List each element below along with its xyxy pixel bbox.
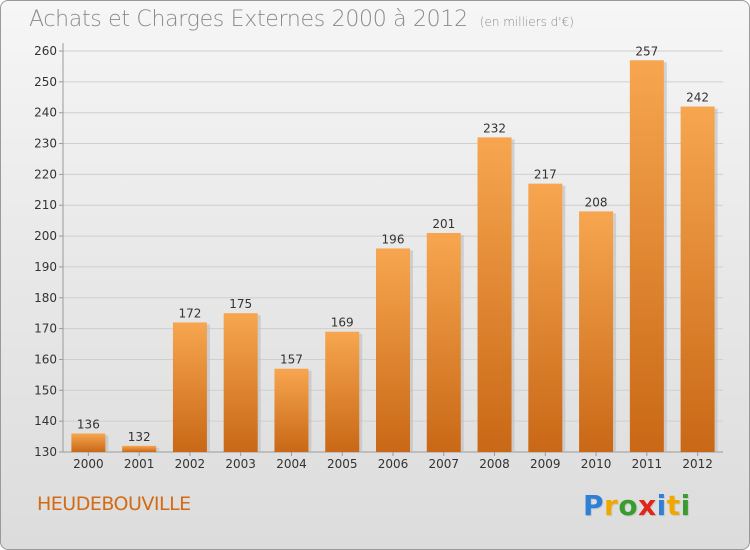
logo-letter: t xyxy=(666,489,681,522)
bar-2006 xyxy=(376,248,410,452)
y-tick-label: 230 xyxy=(34,137,57,151)
value-label: 172 xyxy=(178,306,201,320)
y-tick-label: 150 xyxy=(34,383,57,397)
x-tick-label: 2007 xyxy=(428,457,459,471)
value-label: 257 xyxy=(635,44,658,58)
chart-title: Achats et Charges Externes 2000 à 2012 (e… xyxy=(29,7,574,32)
logo-letter: P xyxy=(583,489,605,522)
bar-2008 xyxy=(477,137,512,452)
bar-2009 xyxy=(528,183,563,452)
bar-2001 xyxy=(122,445,157,452)
bar-2011 xyxy=(629,60,664,452)
chart-title-text: Achats et Charges Externes 2000 à 2012 xyxy=(29,7,468,32)
y-tick-label: 160 xyxy=(34,352,57,366)
chart-subtitle: (en milliers d'€) xyxy=(479,15,574,29)
bar-2005 xyxy=(325,331,360,452)
x-tick-label: 2000 xyxy=(73,457,104,471)
logo-letter: i xyxy=(656,489,667,522)
value-label: 232 xyxy=(483,121,506,135)
value-label: 208 xyxy=(585,195,608,209)
value-label: 169 xyxy=(331,316,354,330)
value-label: 242 xyxy=(686,91,709,105)
logo-letter: x xyxy=(638,489,657,522)
bar-2007 xyxy=(426,232,461,452)
value-label: 136 xyxy=(77,417,100,431)
y-tick-label: 190 xyxy=(34,260,57,274)
x-tick-label: 2010 xyxy=(581,457,612,471)
bar-2010 xyxy=(579,211,614,452)
bar-2012 xyxy=(680,106,715,453)
y-tick-label: 240 xyxy=(34,106,57,120)
y-tick-label: 170 xyxy=(34,322,57,336)
x-tick-label: 2008 xyxy=(479,457,510,471)
bar-2004 xyxy=(274,368,309,452)
x-tick-label: 2011 xyxy=(632,457,663,471)
x-tick-label: 2009 xyxy=(530,457,561,471)
x-tick-label: 2001 xyxy=(124,457,155,471)
x-tick-label: 2012 xyxy=(682,457,713,471)
value-label: 132 xyxy=(128,430,151,444)
value-label: 217 xyxy=(534,168,557,182)
y-tick-label: 250 xyxy=(34,75,57,89)
x-tick-label: 2002 xyxy=(175,457,206,471)
commune-name: HEUDEBOUVILLE xyxy=(37,493,191,515)
x-tick-label: 2004 xyxy=(276,457,307,471)
bar-2003 xyxy=(223,313,258,452)
logo-letter: r xyxy=(604,489,619,522)
y-tick-label: 180 xyxy=(34,291,57,305)
value-label: 201 xyxy=(432,217,455,231)
bar-2002 xyxy=(172,322,207,452)
x-tick-label: 2006 xyxy=(378,457,409,471)
y-tick-label: 130 xyxy=(34,445,57,459)
proxiti-logo: Proxiti xyxy=(583,489,691,522)
value-label: 196 xyxy=(382,232,405,246)
bars xyxy=(71,60,718,453)
y-tick-label: 200 xyxy=(34,229,57,243)
logo-letter: o xyxy=(618,489,639,522)
y-tick-label: 260 xyxy=(34,44,57,58)
x-tick-label: 2003 xyxy=(225,457,256,471)
y-tick-label: 210 xyxy=(34,198,57,212)
logo-letter: i xyxy=(680,489,691,522)
y-tick-label: 140 xyxy=(34,414,57,428)
y-tick-label: 220 xyxy=(34,167,57,181)
value-label: 175 xyxy=(229,297,252,311)
value-label: 157 xyxy=(280,353,303,367)
x-tick-label: 2005 xyxy=(327,457,358,471)
labels: 130 140 150 160 170 180 190 200 210 220 230 240 250 2… xyxy=(34,44,713,471)
bar-2000 xyxy=(71,433,106,452)
